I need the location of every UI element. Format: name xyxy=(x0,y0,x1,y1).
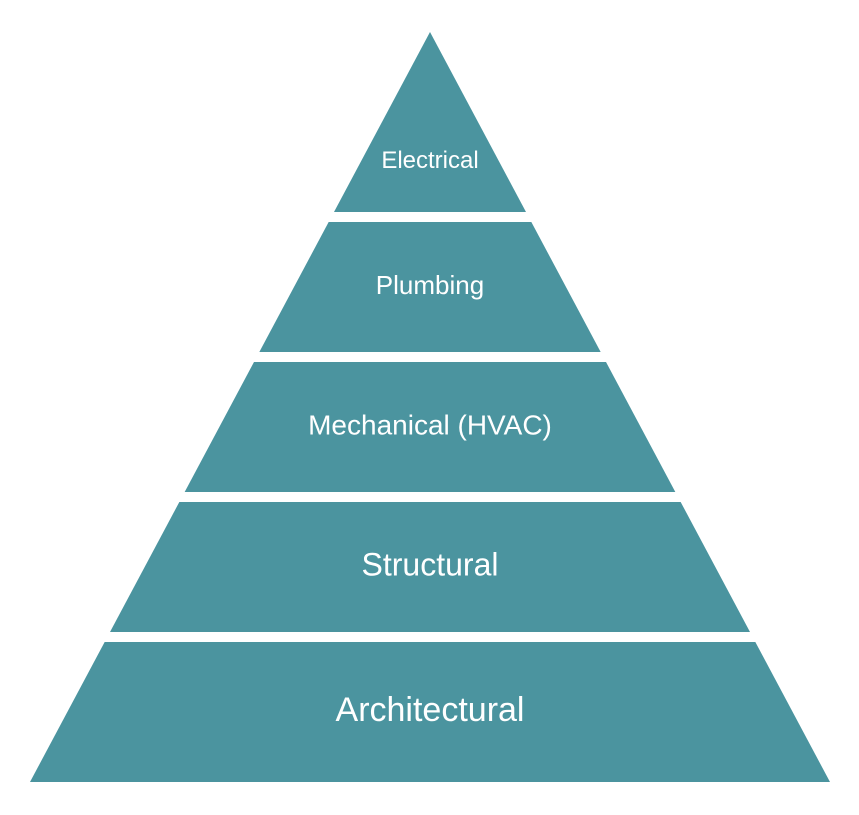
pyramid-level-label-4: Architectural xyxy=(335,691,524,729)
pyramid-svg: Electrical Plumbing Mechanical (HVAC) Struc… xyxy=(30,32,830,782)
pyramid-diagram: Electrical Plumbing Mechanical (HVAC) Struc… xyxy=(30,32,830,782)
pyramid-level-label-3: Structural xyxy=(361,546,498,582)
pyramid-level-label-2: Mechanical (HVAC) xyxy=(308,409,552,440)
pyramid-level-label-0: Electrical xyxy=(381,147,478,174)
pyramid-level-0 xyxy=(334,32,526,212)
pyramid-level-label-1: Plumbing xyxy=(375,270,483,300)
